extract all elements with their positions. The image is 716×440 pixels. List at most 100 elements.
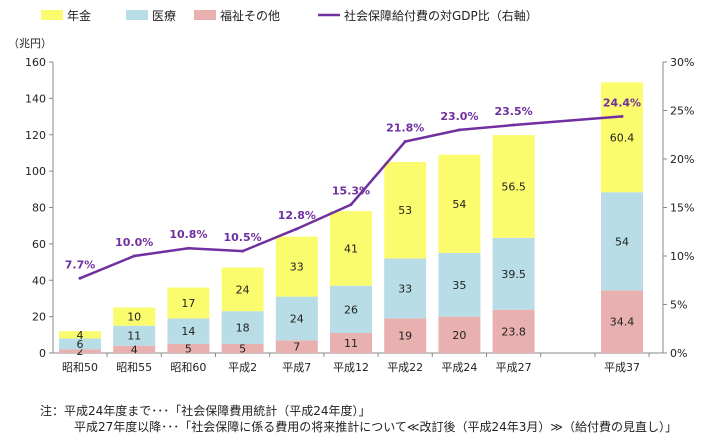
- bar-value-label: 41: [344, 242, 358, 255]
- x-tick-label: 平成22: [387, 361, 423, 374]
- gdp-ratio-label: 10.8%: [169, 228, 207, 241]
- bar-value-label: 11: [344, 337, 358, 350]
- gdp-ratio-line: [79, 115, 623, 280]
- bar-value-label: 20: [452, 329, 466, 342]
- bar-value-label: 56.5: [501, 180, 526, 193]
- x-tick-label: 昭和50: [62, 361, 98, 374]
- gdp-ratio-point: [620, 114, 624, 118]
- gdp-ratio-point: [403, 140, 407, 144]
- right-tick-label: 10%: [670, 250, 694, 263]
- bar-segment-welfare: [330, 332, 372, 353]
- bar-segment-pension: [384, 162, 427, 259]
- gdp-ratio-point: [78, 276, 82, 280]
- bar-segment-pension: [113, 307, 156, 326]
- bar-segment-welfare: [113, 345, 156, 353]
- bar-segment-pension: [330, 211, 372, 286]
- gdp-ratio-label: 10.5%: [224, 231, 262, 244]
- bar-segment-pension: [59, 331, 101, 339]
- left-tick-label: 140: [25, 92, 46, 105]
- left-tick-label: 80: [32, 202, 46, 215]
- bar-segment-medical: [167, 318, 210, 344]
- legend-welfare-swatch: [194, 10, 216, 20]
- bar-segment-medical: [275, 296, 318, 341]
- bar-value-label: 5: [185, 342, 192, 355]
- gdp-ratio-point: [241, 249, 245, 253]
- gdp-ratio-label: 21.8%: [386, 122, 424, 135]
- bar-segment-welfare: [221, 343, 264, 353]
- bar-value-label: 11: [127, 330, 141, 343]
- right-tick-label: 0%: [670, 347, 687, 360]
- bar-value-label: 4: [77, 329, 84, 342]
- bar-value-label: 24: [290, 312, 304, 325]
- bar-segment-welfare: [438, 316, 481, 353]
- bar-value-label: 5: [239, 342, 246, 355]
- bar-value-label: 54: [452, 198, 466, 211]
- bar-segment-pension: [275, 236, 318, 297]
- gdp-ratio-label: 12.8%: [278, 209, 316, 222]
- bar-value-label: 24: [236, 283, 250, 296]
- gdp-ratio-label: 24.4%: [603, 96, 641, 109]
- bar-segment-medical: [59, 338, 101, 350]
- x-tick-label: 昭和55: [116, 361, 152, 374]
- gdp-ratio-label: 23.0%: [440, 110, 478, 123]
- gdp-ratio-point: [512, 123, 516, 127]
- note-line-1: 注：平成24年度まで･･･「社会保障費用統計（平成24年度）」: [40, 404, 371, 418]
- gdp-ratio-point: [132, 254, 136, 258]
- gdp-ratio-point: [457, 128, 461, 132]
- legend-medical-swatch: [126, 10, 148, 20]
- bar-value-label: 34.4: [610, 316, 635, 329]
- legend-medical-label: 医療: [152, 9, 176, 23]
- bar-segment-medical: [492, 237, 535, 310]
- bar-value-label: 17: [181, 297, 195, 310]
- bar-segment-welfare: [492, 309, 535, 353]
- left-tick-label: 120: [25, 129, 46, 142]
- bar-segment-welfare: [59, 349, 101, 353]
- left-axis-unit: （兆円）: [8, 37, 52, 50]
- bar-segment-pension: [221, 267, 264, 312]
- legend-welfare-label: 福祉その他: [220, 8, 280, 23]
- gdp-ratio-point: [295, 227, 299, 231]
- bar-value-label: 33: [290, 261, 304, 274]
- gdp-ratio-label: 10.0%: [115, 236, 153, 249]
- x-tick-label: 平成7: [282, 361, 311, 374]
- bar-segment-medical: [384, 258, 427, 319]
- left-tick-label: 60: [32, 238, 46, 251]
- left-tick-label: 0: [39, 347, 46, 360]
- x-tick-label: 平成24: [441, 361, 477, 374]
- bar-segment-pension: [492, 135, 535, 238]
- bar-segment-medical: [438, 252, 481, 317]
- x-tick-label: 平成27: [496, 361, 532, 374]
- bar-segment-medical: [113, 325, 156, 346]
- bar-value-label: 7: [293, 341, 300, 354]
- bar-value-label: 23.8: [501, 325, 526, 338]
- bar-segment-medical: [601, 192, 643, 291]
- legend-pension-label: 年金: [67, 8, 91, 23]
- left-tick-label: 100: [25, 165, 46, 178]
- right-tick-label: 25%: [670, 105, 694, 118]
- bar-value-label: 18: [236, 322, 250, 335]
- bar-value-label: 4: [131, 343, 138, 356]
- left-tick-label: 160: [25, 56, 46, 69]
- right-tick-label: 5%: [670, 299, 687, 312]
- bar-value-label: 19: [398, 330, 412, 343]
- bar-value-label: 53: [398, 204, 412, 217]
- gdp-ratio-point: [349, 203, 353, 207]
- x-tick-label: 平成12: [333, 361, 369, 374]
- bar-value-label: 2: [77, 345, 84, 358]
- bar-segment-medical: [330, 285, 372, 333]
- right-tick-label: 30%: [670, 56, 694, 69]
- bar-segment-medical: [221, 311, 264, 344]
- gdp-ratio-point: [186, 246, 190, 250]
- bar-value-label: 10: [127, 311, 141, 324]
- bar-segment-pension: [167, 287, 210, 319]
- bar-value-label: 14: [181, 325, 195, 338]
- right-tick-label: 20%: [670, 153, 694, 166]
- left-tick-label: 20: [32, 311, 46, 324]
- x-tick-label: 昭和60: [170, 361, 206, 374]
- bar-value-label: 35: [452, 279, 466, 292]
- bar-value-label: 54: [615, 235, 629, 248]
- bar-value-label: 6: [77, 338, 84, 351]
- gdp-ratio-label: 15.3%: [332, 185, 370, 198]
